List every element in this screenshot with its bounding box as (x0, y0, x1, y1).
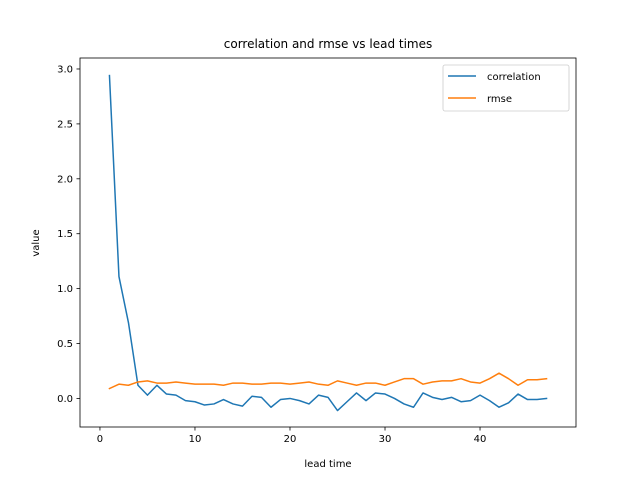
series-layer (108, 74, 548, 412)
legend-label-rmse: rmse (487, 94, 512, 105)
x-tick-label: 10 (189, 434, 202, 445)
y-tick-label: 2.5 (57, 119, 73, 130)
y-axis-label: value (31, 229, 42, 256)
series-line-rmse (108, 372, 548, 390)
chart-title: correlation and rmse vs lead times (224, 37, 433, 51)
axes-layer: 0 10 20 30 40 0.0 0.5 1.0 1.5 2.0 2.5 3.0 (57, 57, 577, 445)
x-tick-label: 20 (284, 434, 297, 445)
y-tick-label: 2.0 (57, 174, 73, 185)
y-tick-label: 1.0 (57, 284, 73, 295)
axes-frame (79, 57, 577, 428)
legend-label-correlation: correlation (487, 72, 541, 83)
x-tick-label: 30 (379, 434, 392, 445)
series-line-correlation (108, 74, 548, 412)
y-tick-label: 1.5 (57, 229, 73, 240)
y-tick-label: 0.5 (57, 339, 73, 350)
x-tick-label: 0 (97, 434, 103, 445)
x-tick-label: 40 (474, 434, 487, 445)
y-tick-label: 0.0 (57, 394, 73, 405)
y-tick-label: 3.0 (57, 64, 73, 75)
x-axis-label: lead time (304, 459, 351, 470)
legend: correlation rmse (442, 64, 570, 112)
